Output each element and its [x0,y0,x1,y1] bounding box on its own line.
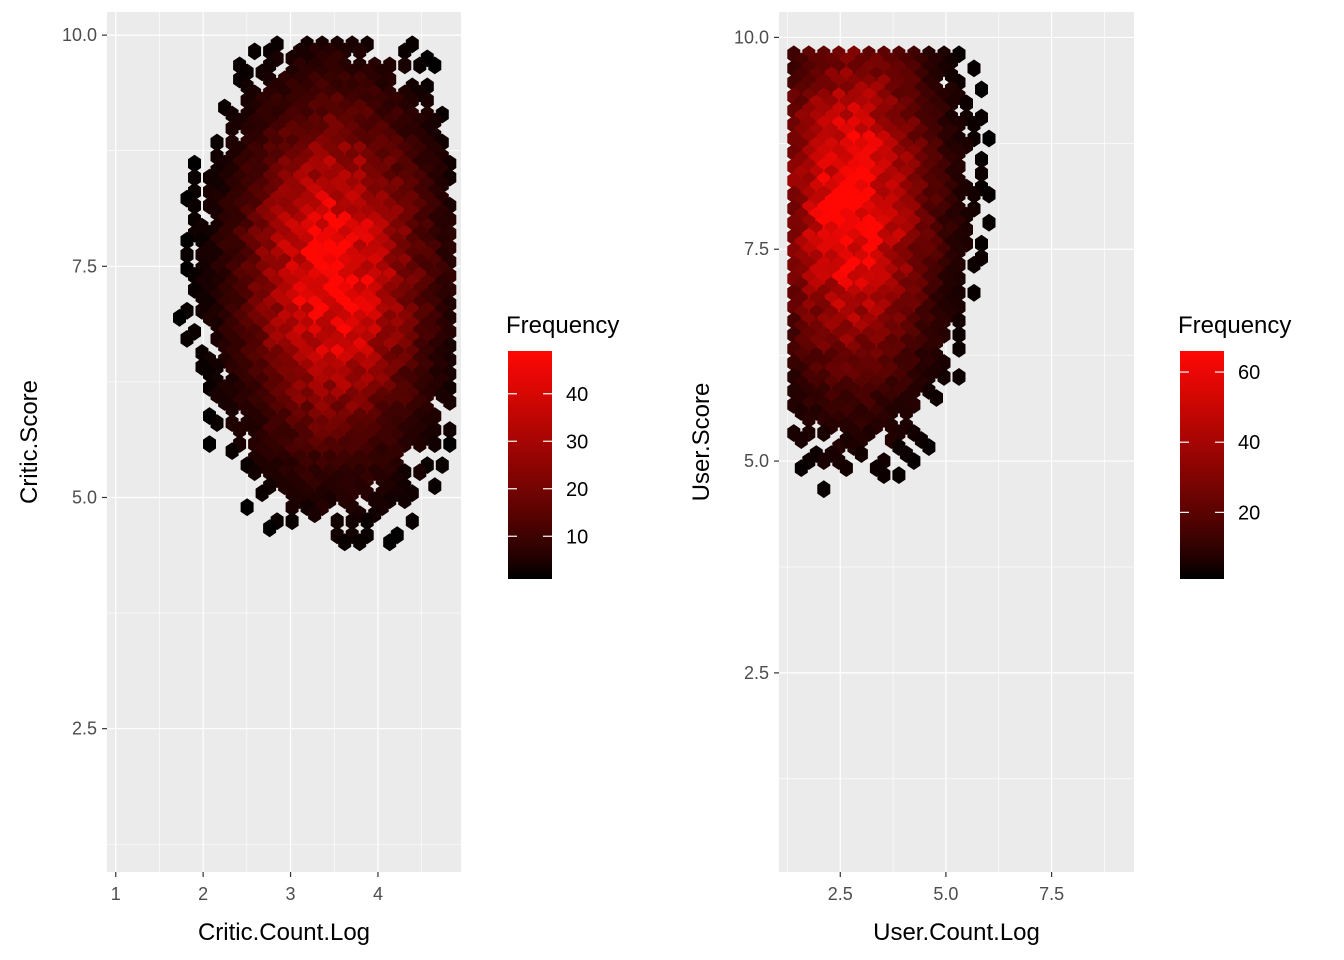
legend-tick-label: 40 [566,384,588,406]
legend-title: Frequency [1178,312,1291,339]
legend: Frequency 10 20 30 40 [506,312,619,579]
figure: 1 2 3 4 2.5 5.0 7.5 10.0 Critic.Count.Log Critic.… [0,0,1344,960]
y-tick-label: 2.5 [72,719,97,739]
legend-tick-label: 30 [566,431,588,453]
x-tick-label: 5.0 [933,884,958,904]
y-axis-title: Critic.Score [16,380,43,504]
x-axis-title: Critic.Count.Log [198,919,370,946]
x-tick-label: 2 [198,884,208,904]
x-tick-label: 7.5 [1039,884,1064,904]
legend-tick-label: 10 [566,526,588,548]
legend: Frequency 20 40 60 [1178,312,1291,579]
y-tick-label: 10.0 [734,27,769,47]
legend-colorbar [508,351,552,579]
x-tick-label: 4 [373,884,383,904]
legend-tick-label: 20 [1238,502,1260,524]
y-tick-label: 2.5 [744,663,769,683]
legend-tick-label: 60 [1238,362,1260,384]
y-tick-label: 7.5 [744,239,769,259]
x-tick-label: 1 [111,884,121,904]
legend-tick-label: 20 [566,479,588,501]
y-axis-title: User.Score [688,383,715,502]
y-tick-label: 5.0 [72,487,97,507]
chart-user-score: 2.5 5.0 7.5 2.5 5.0 7.5 10.0 User.Count.Log User… [688,12,1291,946]
legend-tick-label: 40 [1238,432,1260,454]
legend-colorbar [1180,351,1224,579]
y-tick-label: 10.0 [62,25,97,45]
chart-critic-score: 1 2 3 4 2.5 5.0 7.5 10.0 Critic.Count.Log Critic.… [16,12,619,946]
x-tick-label: 2.5 [828,884,853,904]
x-axis-title: User.Count.Log [873,919,1040,946]
legend-title: Frequency [506,312,619,339]
y-tick-label: 7.5 [72,256,97,276]
x-tick-label: 3 [286,884,296,904]
y-tick-label: 5.0 [744,451,769,471]
